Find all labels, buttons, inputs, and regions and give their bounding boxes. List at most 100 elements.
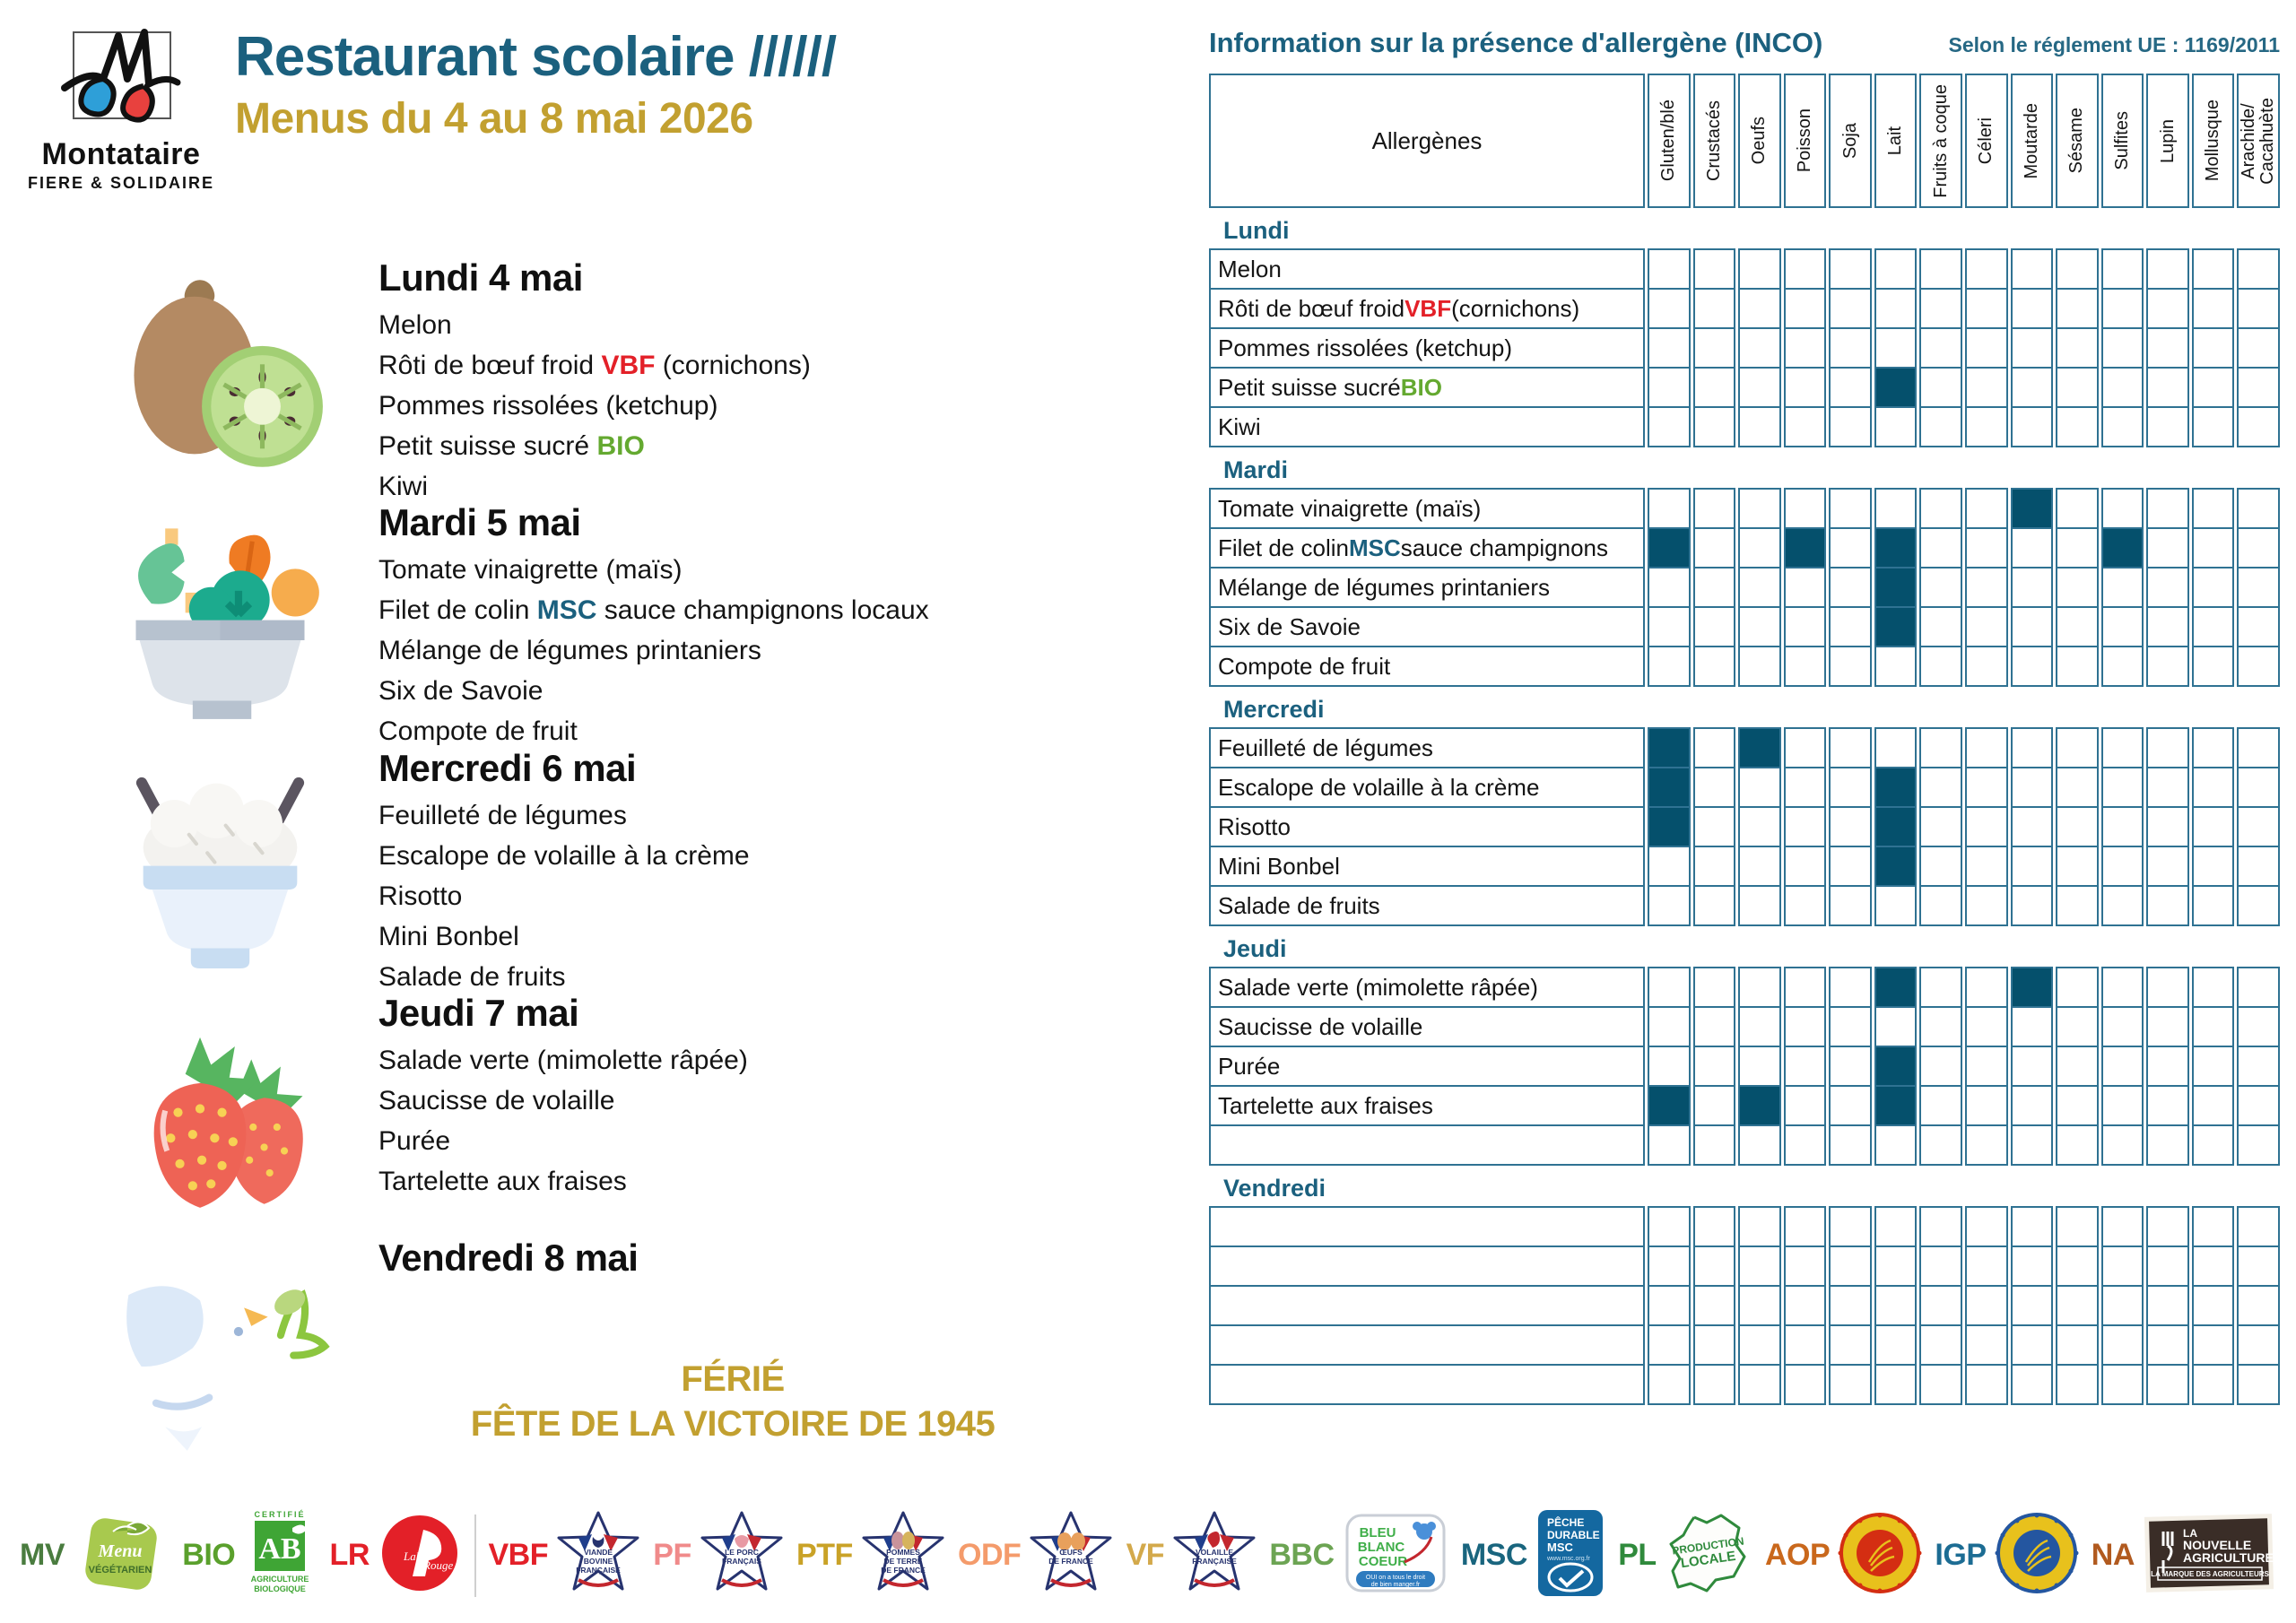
allergen-cell bbox=[1692, 288, 1736, 329]
allergen-row-label: Filet de colin MSC sauce champignons bbox=[1209, 527, 1645, 568]
allergen-cell bbox=[2191, 1206, 2235, 1247]
allergen-row-label: Escalope de volaille à la crème bbox=[1209, 767, 1645, 808]
allergen-row-label bbox=[1209, 1206, 1645, 1247]
menu-item: Feuilleté de légumes bbox=[378, 801, 627, 830]
allergen-cell bbox=[1692, 767, 1736, 808]
allergen-cell bbox=[1919, 1324, 1962, 1366]
allergen-cell bbox=[2146, 248, 2189, 290]
allergen-row bbox=[1209, 1324, 2280, 1366]
allergen-cell bbox=[1965, 327, 2008, 369]
allergen-cell bbox=[1965, 806, 2008, 847]
allergen-cell bbox=[2191, 288, 2235, 329]
allergen-row-label: Pommes rissolées (ketchup) bbox=[1209, 327, 1645, 369]
allergen-cell bbox=[1965, 406, 2008, 447]
allergen-column-header: Sésame bbox=[2056, 74, 2099, 208]
allergen-row bbox=[1209, 1245, 2280, 1287]
allergen-cell bbox=[1648, 846, 1691, 887]
allergen-row-label: Compote de fruit bbox=[1209, 646, 1645, 687]
allergen-cell bbox=[2146, 1046, 2189, 1087]
menu-item: Kiwi bbox=[378, 472, 429, 501]
svg-text:CERTIFIÉ: CERTIFIÉ bbox=[255, 1510, 306, 1519]
allergen-cell bbox=[2056, 1085, 2099, 1126]
allergen-row: Purée bbox=[1209, 1046, 2280, 1087]
allergen-cell bbox=[1648, 606, 1691, 647]
allergen-column-header: Fruits à coque bbox=[1919, 74, 1962, 208]
allergen-cell bbox=[2237, 967, 2280, 1008]
allergen-cell bbox=[1829, 1046, 1872, 1087]
allergen-column-label: Soja bbox=[1839, 122, 1860, 160]
menu-day-mardi: Mardi 5 mai Tomate vinaigrette (maïs) File… bbox=[90, 501, 1193, 746]
legend-item-bbc: BBC BLEU BLANC COEUR OUI on a tous le dr… bbox=[1269, 1508, 1448, 1602]
allergen-row: Pommes rissolées (ketchup) bbox=[1209, 327, 2280, 369]
allergen-mark-cell bbox=[1874, 606, 1918, 647]
allergen-cell bbox=[2237, 1206, 2280, 1247]
allergen-cell bbox=[1965, 1364, 2008, 1405]
allergen-day-grid: Salade verte (mimolette râpée) Saucisse d… bbox=[1209, 967, 2280, 1166]
aop-seal-logo bbox=[1837, 1510, 1923, 1601]
allergen-cell bbox=[2146, 327, 2189, 369]
legend-abbr: PTF bbox=[796, 1538, 853, 1572]
allergen-cell bbox=[1965, 727, 2008, 768]
allergen-cell bbox=[2100, 1046, 2144, 1087]
allergen-cell bbox=[1738, 367, 1781, 408]
allergen-cell bbox=[2056, 1046, 2099, 1087]
allergen-cell bbox=[1829, 1324, 1872, 1366]
allergen-cell bbox=[1648, 1206, 1691, 1247]
legend-item-aop: AOP bbox=[1765, 1510, 1923, 1601]
allergen-column-header: Arachide/ Cacahuète bbox=[2237, 74, 2280, 208]
allergen-cell bbox=[1829, 406, 1872, 447]
allergen-cell bbox=[1829, 846, 1872, 887]
allergen-cell bbox=[1648, 1124, 1691, 1166]
allergen-cell bbox=[1919, 1046, 1962, 1087]
allergen-cell bbox=[1965, 1206, 2008, 1247]
allergen-column-label: Fruits à coque bbox=[1930, 83, 1951, 198]
allergen-cell bbox=[1919, 567, 1962, 608]
allergen-cell bbox=[1648, 646, 1691, 687]
svg-text:AGRICULTURE: AGRICULTURE bbox=[251, 1575, 309, 1584]
allergen-cell bbox=[2146, 646, 2189, 687]
allergen-cell bbox=[2191, 406, 2235, 447]
allergen-column-label: Mollusque bbox=[2203, 100, 2223, 182]
allergen-cell bbox=[1738, 406, 1781, 447]
allergen-column-header: Mollusque bbox=[2191, 74, 2235, 208]
allergen-cell bbox=[1738, 1006, 1781, 1047]
legend-abbr: PF bbox=[653, 1538, 691, 1572]
svg-text:PÊCHE: PÊCHE bbox=[1547, 1515, 1584, 1529]
menu-item: Tomate vinaigrette (maïs) bbox=[378, 555, 683, 585]
allergen-cell bbox=[2191, 1046, 2235, 1087]
allergen-cell bbox=[2100, 1006, 2144, 1047]
svg-text:BLANC: BLANC bbox=[1357, 1540, 1405, 1555]
allergen-cell bbox=[1965, 1324, 2008, 1366]
allergen-cell bbox=[1829, 885, 1872, 926]
allergen-cell bbox=[1648, 288, 1691, 329]
allergen-column-label: Lait bbox=[1885, 126, 1906, 156]
allergen-column-header: Moutarde bbox=[2010, 74, 2054, 208]
allergen-cell bbox=[2146, 767, 2189, 808]
allergen-cell bbox=[1738, 1285, 1781, 1326]
allergen-row-label: Salade verte (mimolette râpée) bbox=[1209, 967, 1645, 1008]
allergen-cell bbox=[2237, 1364, 2280, 1405]
allergen-mark-cell bbox=[1874, 767, 1918, 808]
holiday-notice: FÉRIÉ FÊTE DE LA VICTOIRE DE 1945 bbox=[378, 1357, 1087, 1446]
allergen-cell bbox=[2056, 1006, 2099, 1047]
allergen-cell bbox=[2010, 727, 2054, 768]
legend-item-lr: LR Label Rouge bbox=[330, 1510, 463, 1601]
svg-text:www.msc.org.fr: www.msc.org.fr bbox=[1546, 1556, 1591, 1562]
allergen-cell bbox=[1829, 527, 1872, 568]
production-locale-logo: PRODUCTION LOCALE bbox=[1664, 1508, 1753, 1602]
montataire-logo-icon bbox=[61, 29, 181, 123]
allergen-cell bbox=[1738, 1124, 1781, 1166]
allergen-cell bbox=[2146, 1206, 2189, 1247]
allergen-cell bbox=[1648, 967, 1691, 1008]
menu-day-title: Lundi 4 mai bbox=[378, 256, 583, 299]
svg-text:DURABLE: DURABLE bbox=[1547, 1529, 1600, 1541]
allergen-cell bbox=[1919, 646, 1962, 687]
allergen-cell bbox=[2237, 846, 2280, 887]
svg-text:LE PORC: LE PORC bbox=[725, 1548, 759, 1557]
svg-text:FRANÇAIS: FRANÇAIS bbox=[722, 1557, 761, 1566]
allergen-cell bbox=[1874, 1206, 1918, 1247]
allergen-cell bbox=[2010, 288, 2054, 329]
legend-item-igp: IGP bbox=[1935, 1510, 2079, 1601]
svg-text:COEUR: COEUR bbox=[1358, 1554, 1406, 1569]
svg-text:VOLAILLE: VOLAILLE bbox=[1196, 1548, 1233, 1557]
